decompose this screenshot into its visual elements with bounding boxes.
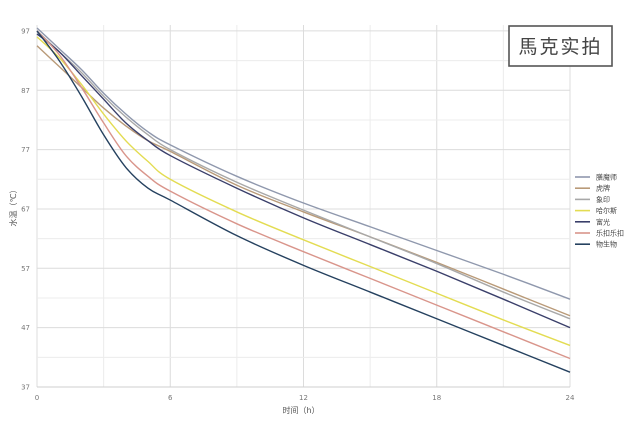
series-lines	[36, 27, 571, 373]
x-tick-label: 24	[566, 394, 575, 402]
series-line	[36, 30, 571, 320]
watermark-text: 馬克实拍	[518, 36, 602, 58]
x-tick-label: 18	[432, 394, 441, 402]
series-line	[36, 33, 571, 329]
watermark: 馬克实拍	[508, 25, 613, 67]
x-tick-label: 6	[168, 394, 173, 402]
legend-label: 虎牌	[596, 184, 610, 193]
y-tick-label: 67	[21, 205, 30, 213]
legend-label: 乐扣乐扣	[596, 229, 624, 238]
series-line	[36, 36, 571, 347]
x-tick-labels: 0 6 12 18 24	[35, 394, 575, 402]
legend-label: 富光	[596, 217, 610, 226]
series-line	[36, 30, 571, 360]
y-tick-labels: 37 47 57 67 77 87 97	[21, 27, 30, 391]
series-line	[36, 27, 571, 300]
x-axis-label: 时间（h）	[282, 405, 319, 415]
legend-label: 哈尔斯	[596, 206, 617, 215]
y-axis-label: 水温（℃）	[8, 186, 18, 227]
x-tick-label: 0	[35, 394, 39, 402]
series-line	[36, 30, 571, 373]
x-tick-label: 12	[299, 394, 308, 402]
legend-label: 物生物	[596, 240, 617, 249]
y-tick-label: 87	[21, 87, 30, 95]
y-tick-label: 97	[21, 27, 30, 35]
y-tick-label: 47	[21, 324, 30, 332]
y-tick-label: 77	[21, 146, 30, 154]
y-tick-label: 37	[21, 384, 30, 392]
watermark-box	[508, 25, 613, 67]
legend-label: 象印	[596, 195, 610, 204]
legend-label: 膳魔师	[596, 173, 617, 182]
y-tick-label: 57	[21, 265, 30, 273]
